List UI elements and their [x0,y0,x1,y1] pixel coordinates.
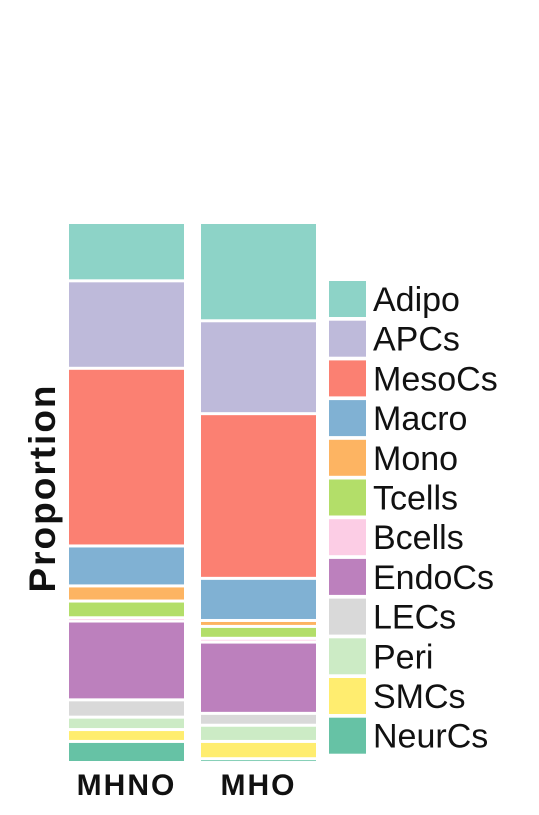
bar-segment-mhno-lecs [69,701,184,716]
bar-segment-mhno-tcells [69,602,184,617]
bar-segment-mhno-mono [69,587,184,600]
bar-segment-mhno-smcs [69,731,184,740]
legend-label-mesocs: MesoCs [373,360,498,398]
legend-swatch-lecs [329,598,366,635]
legend-swatch-adipo [329,281,366,317]
legend-swatch-bcells [329,519,366,556]
legend-swatch-peri [329,638,366,675]
bar-segment-mho-lecs [201,714,316,724]
legend-swatch-endocs [329,558,366,595]
legend: AdipoAPCsMesoCsMacroMonoTcellsBcellsEndo… [329,281,498,756]
bar-segment-mhno-apcs [69,282,184,367]
bar-segment-mho-smcs [201,742,316,758]
x-tick-labels: MHNO MHO [77,769,297,802]
bar-segment-mhno-peri [69,718,184,729]
bar-segment-mho-tcells [201,627,316,637]
bar-segment-mhno-adipo [69,224,184,280]
bar-segment-mhno-endocs [69,622,184,699]
y-axis-label: Proportion [22,383,63,592]
legend-swatch-tcells [329,479,366,516]
bars-group [69,224,316,762]
legend-label-apcs: APCs [373,321,460,359]
bar-segment-mho-mono [201,621,316,625]
bar-segment-mho-adipo [201,224,316,320]
legend-swatch-smcs [329,678,366,714]
legend-swatch-neurcs [329,717,366,754]
bar-segment-mho-macro [201,579,316,619]
legend-label-smcs: SMCs [373,678,466,716]
legend-label-neurcs: NeurCs [373,718,488,756]
bar-segment-mho-endocs [201,643,316,712]
bar-segment-mhno-macro [69,547,184,585]
bar-segment-mho-neurcs [201,760,316,762]
bar-segment-mhno-mesocs [69,369,184,545]
bar-segment-mho-apcs [201,322,316,413]
legend-label-peri: Peri [373,638,433,676]
legend-label-tcells: Tcells [373,480,458,518]
legend-label-bcells: Bcells [373,519,464,557]
legend-swatch-mono [329,439,366,476]
bar-segment-mho-peri [201,726,316,740]
x-tick-label-mho: MHO [221,769,297,802]
bar-segment-mho-mesocs [201,415,316,577]
x-tick-label-mhno: MHNO [77,769,177,802]
legend-swatch-apcs [329,320,366,357]
bar-segment-mho-bcells [201,639,316,641]
legend-swatch-mesocs [329,360,366,397]
legend-label-mono: Mono [373,440,458,478]
legend-label-macro: Macro [373,400,467,438]
legend-label-lecs: LECs [373,599,456,637]
bar-segment-mhno-neurcs [69,742,184,761]
legend-label-endocs: EndoCs [373,559,494,597]
legend-swatch-macro [329,400,366,437]
legend-label-adipo: Adipo [373,281,460,319]
bar-segment-mhno-bcells [69,619,184,621]
